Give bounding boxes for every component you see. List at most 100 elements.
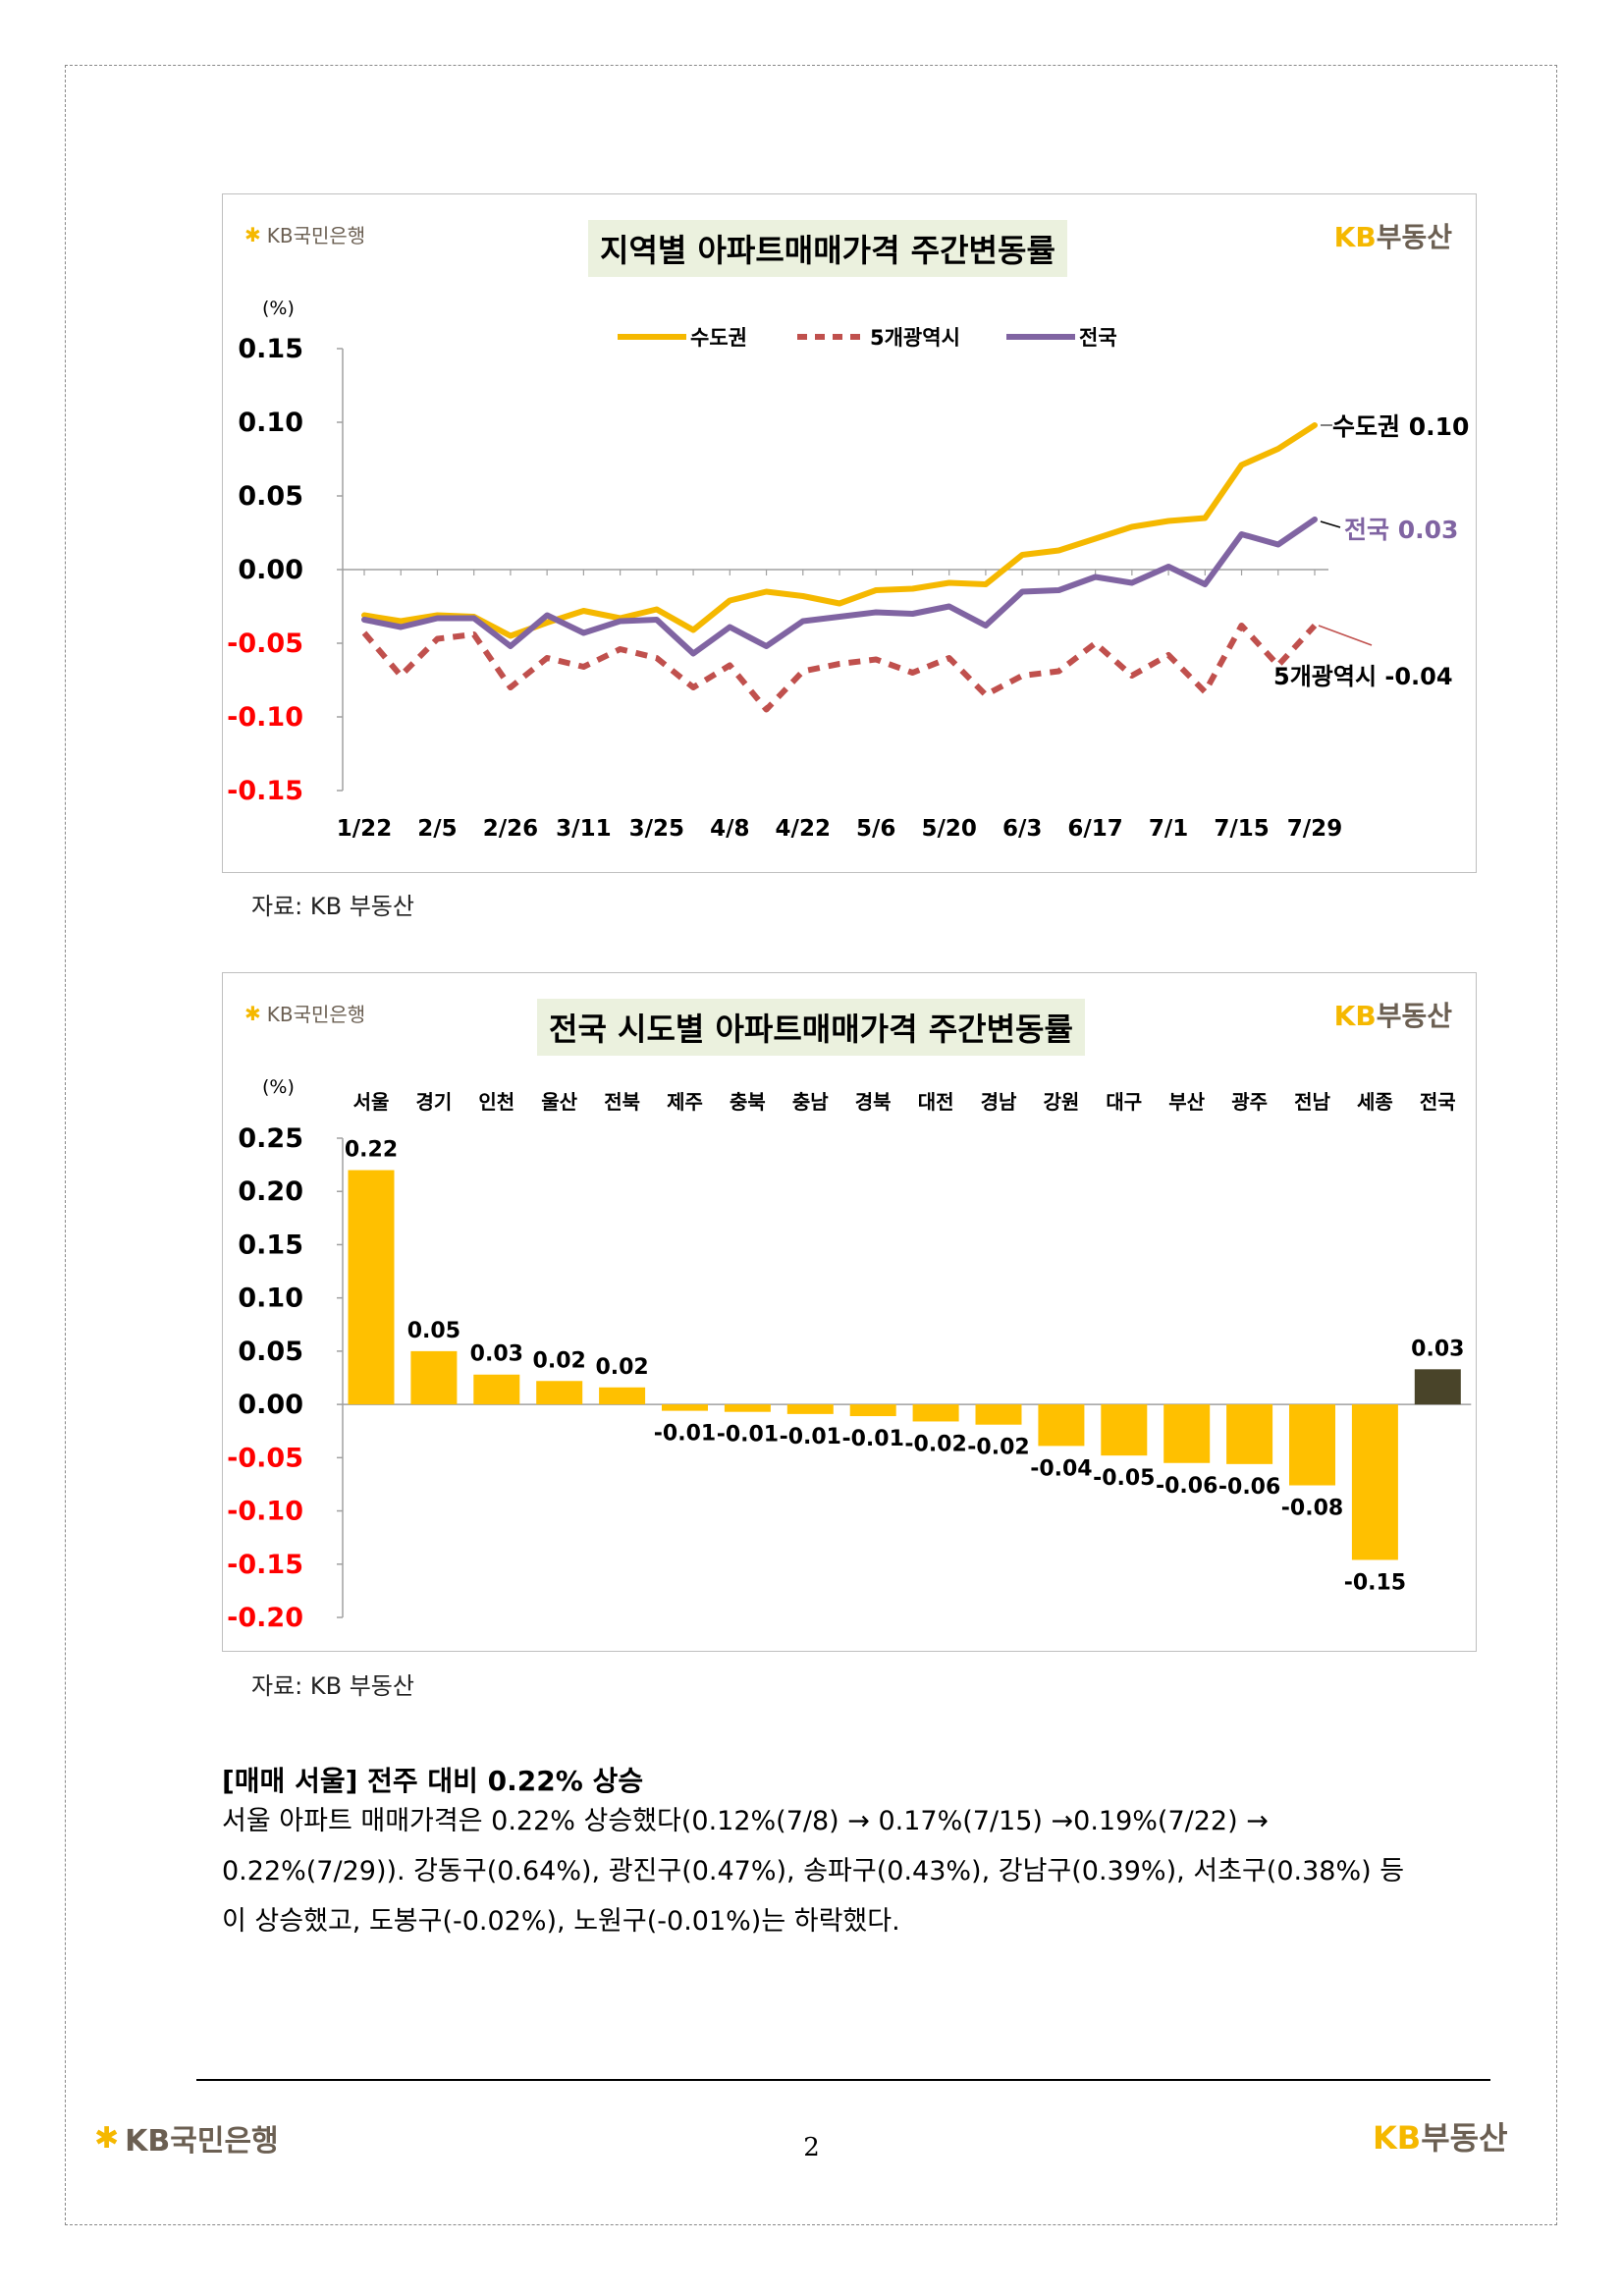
chart1-x-tick-label: 2/5 (417, 816, 457, 842)
chart1-legend-entry: 전국 (1079, 326, 1117, 350)
chart2-source: 자료: KB 부동산 (251, 1672, 414, 1700)
chart2-bar (662, 1404, 708, 1411)
kb-bank-logo-2: ✱ KB국민은행 (244, 999, 365, 1027)
kb-land-logo: KB부동산 (1333, 221, 1452, 253)
chart2-category-label: 서울 (353, 1090, 390, 1114)
chart2-bar (1226, 1404, 1273, 1464)
chart2-value-label: 0.02 (533, 1348, 586, 1373)
chart1-callout-capital: 수도권 0.10 (1332, 412, 1469, 441)
chart2-value-label: -0.06 (1218, 1475, 1280, 1500)
kb-land-logo-2: KB부동산 (1333, 1000, 1452, 1032)
chart2-value-label: -0.01 (717, 1423, 779, 1448)
chart2-value-label: 0.05 (407, 1319, 460, 1343)
chart2-bar (348, 1170, 395, 1405)
chart2-bar (1351, 1404, 1398, 1560)
chart1-series-line (361, 623, 1318, 713)
page-number: 2 (803, 2133, 820, 2162)
paragraph-line-2: 0.22%(7/29)). 강동구(0.64%), 광진구(0.47%), 송파… (222, 1856, 1405, 1886)
chart2-category-label: 경남 (981, 1090, 1017, 1114)
chart2-bar (599, 1387, 646, 1405)
chart2-category-label: 전국 (1420, 1090, 1456, 1114)
chart1-x-tick-label: 7/15 (1214, 816, 1269, 842)
footer-kb-bank-logo: ✱ KB국민은행 (94, 2116, 279, 2159)
chart2-title: 전국 시도별 아파트매매가격 주간변동률 (537, 999, 1085, 1056)
footer-divider (196, 2079, 1490, 2081)
chart2-y-tick-label: -0.20 (227, 1603, 303, 1633)
chart2-value-label: -0.01 (654, 1422, 716, 1447)
chart2-y-tick-label: -0.05 (227, 1443, 303, 1473)
chart1-y-tick-label: 0.05 (238, 481, 303, 512)
chart2-bar (724, 1404, 771, 1412)
chart1-y-tick-label: 0.15 (238, 334, 303, 364)
chart2-value-label: 0.03 (470, 1342, 523, 1367)
chart1-x-tick-label: 5/20 (921, 816, 976, 842)
chart2-category-label: 울산 (541, 1090, 577, 1114)
chart1-series-line (361, 422, 1318, 639)
footer-kb-land-logo: KB부동산 (1373, 2119, 1508, 2157)
chart2-value-label: 0.02 (595, 1355, 648, 1380)
chart2-bar (410, 1350, 458, 1405)
chart1-x-tick-label: 4/22 (776, 816, 831, 842)
section-heading: [매매 서울] 전주 대비 0.22% 상승 (222, 1765, 644, 1797)
chart1-legend-entry: 5개광역시 (870, 326, 960, 350)
chart2-y-tick-label: -0.10 (227, 1497, 303, 1527)
chart2-category-label: 강원 (1043, 1090, 1079, 1114)
chart2-category-label: 충북 (730, 1090, 766, 1114)
kb-star-icon: ✱ (244, 222, 261, 246)
chart2-y-tick-label: 0.20 (238, 1176, 303, 1207)
chart1-title: 지역별 아파트매매가격 주간변동률 (588, 220, 1067, 277)
chart2-y-tick-label: 0.10 (238, 1284, 303, 1314)
chart2-category-label: 전북 (604, 1090, 640, 1114)
chart2-category-label: 대구 (1106, 1090, 1142, 1114)
page-border (65, 65, 1557, 2225)
chart2-unit-label: (%) (262, 1076, 295, 1098)
chart1-series-line (361, 517, 1318, 657)
chart2-y-tick-label: -0.15 (227, 1550, 303, 1580)
chart1-callout-leader (1318, 625, 1373, 646)
chart2-category-label: 대전 (918, 1090, 954, 1114)
chart2-value-label: -0.02 (967, 1436, 1029, 1460)
chart2-category-label: 부산 (1168, 1090, 1205, 1114)
chart1-plot: (%) 0.15 0.10 0.05 0.00 -0.05 -0.10 -0.15 1/22 2/… (227, 298, 1469, 842)
chart1-x-tick-label: 3/25 (629, 816, 684, 842)
kb-bank-logo: ✱ KB국민은행 (244, 220, 365, 248)
chart2-bar (473, 1374, 520, 1405)
chart2-value-label: -0.04 (1030, 1456, 1092, 1481)
chart1-x-tick-label: 7/29 (1287, 816, 1342, 842)
chart2-bar (1289, 1404, 1335, 1486)
chart2-category-label: 광주 (1231, 1090, 1268, 1114)
chart2-bar (786, 1404, 834, 1414)
chart2-plot: (%) 0.25 0.20 0.15 0.10 0.05 0.00 -0.05 -0.10 -0.… (227, 1076, 1472, 1633)
paragraph-line-1: 서울 아파트 매매가격은 0.22% 상승했다(0.12%(7/8) → 0.1… (222, 1806, 1269, 1836)
chart1-legend-entry: 수도권 (690, 326, 747, 350)
chart1-y-tick-label: -0.15 (227, 776, 303, 806)
chart1-x-tick-label: 2/26 (483, 816, 538, 842)
bar-chart-provinces: ✱ KB국민은행 전국 시도별 아파트매매가격 주간변동률 KB부동산 (%) 0… (222, 972, 1477, 1652)
chart2-bar (1101, 1404, 1148, 1456)
chart2-category-label: 전남 (1294, 1090, 1330, 1114)
chart1-x-tick-label: 7/1 (1149, 816, 1188, 842)
line-chart-regional: ✱ KB국민은행 지역별 아파트매매가격 주간변동률 KB부동산 (%) 0.15… (222, 193, 1477, 873)
chart2-category-label: 경기 (415, 1090, 452, 1114)
chart2-category-label: 경북 (855, 1090, 892, 1114)
chart1-x-tick-label: 1/22 (337, 816, 392, 842)
chart2-y-tick-label: 0.25 (238, 1123, 303, 1154)
chart1-callout-metro5: 5개광역시 -0.04 (1273, 663, 1453, 690)
paragraph-line-3: 이 상승했고, 도봉구(-0.02%), 노원구(-0.01%)는 하락했다. (222, 1906, 900, 1937)
chart2-category-label: 충남 (792, 1090, 829, 1114)
chart2-y-tick-label: 0.00 (238, 1390, 303, 1420)
chart1-x-tick-label: 5/6 (856, 816, 895, 842)
chart1-callout-national: 전국 0.03 (1344, 516, 1458, 544)
chart2-y-tick-label: 0.15 (238, 1230, 303, 1260)
chart2-category-label: 세종 (1357, 1090, 1393, 1114)
chart2-y-tick-label: 0.05 (238, 1337, 303, 1367)
chart1-callout-leader (1320, 520, 1341, 528)
chart1-y-tick-label: -0.10 (227, 702, 303, 733)
chart2-value-label: 0.22 (345, 1138, 398, 1163)
chart2-category-label: 제주 (667, 1090, 703, 1114)
footer-kb-bank-name: KB국민은행 (125, 2124, 279, 2159)
chart2-value-label: -0.08 (1281, 1497, 1343, 1521)
kb-bank-name: KB국민은행 (266, 224, 366, 247)
chart1-x-tick-label: 6/3 (1002, 816, 1042, 842)
chart1-y-tick-label: 0.10 (238, 408, 303, 438)
